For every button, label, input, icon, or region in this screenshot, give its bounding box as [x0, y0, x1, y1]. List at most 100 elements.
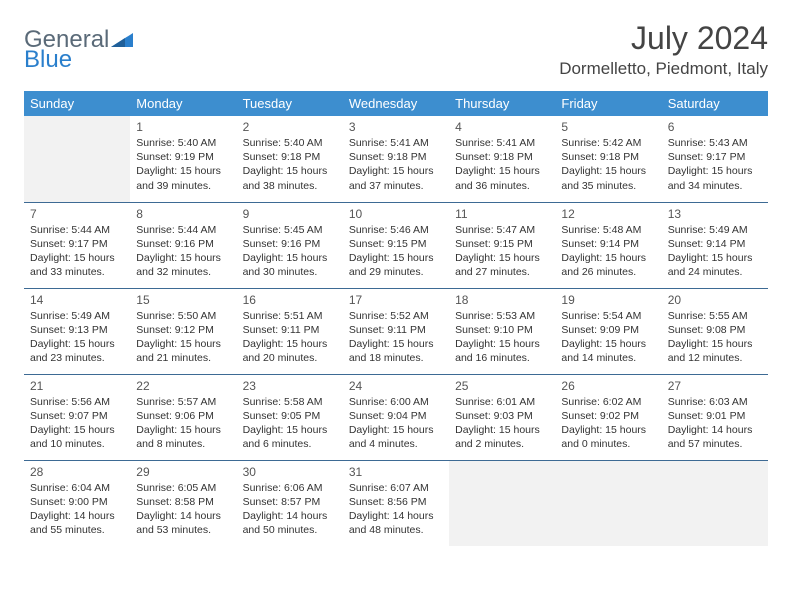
calendar-week-row: 28Sunrise: 6:04 AMSunset: 9:00 PMDayligh… [24, 460, 768, 546]
calendar-cell: 19 Sunrise: 5:54 AMSunset: 9:09 PMDayligh… [555, 288, 661, 374]
calendar-week-row: 21 Sunrise: 5:56 AMSunset: 9:07 PMDayligh… [24, 374, 768, 460]
weekday-row: SundayMondayTuesdayWednesdayThursdayFrid… [24, 91, 768, 116]
month-title: July 2024 [559, 20, 768, 57]
calendar-cell: 2Sunrise: 5:40 AMSunset: 9:18 PMDaylight… [237, 116, 343, 202]
day-number: 15 [136, 293, 230, 307]
calendar-cell: 17 Sunrise: 5:52 AMSunset: 9:11 PMDayligh… [343, 288, 449, 374]
day-number: 28 [30, 465, 124, 479]
calendar-cell: 12 Sunrise: 5:48 AMSunset: 9:14 PMDayligh… [555, 202, 661, 288]
day-details: Sunrise: 5:44 AMSunset: 9:17 PMDaylight:… [30, 223, 124, 280]
brand-triangle-icon [111, 31, 133, 49]
calendar-cell: 21 Sunrise: 5:56 AMSunset: 9:07 PMDayligh… [24, 374, 130, 460]
day-number: 7 [30, 207, 124, 221]
day-number: 14 [30, 293, 124, 307]
day-details: Sunrise: 5:55 AMSunset: 9:08 PMDaylight:… [668, 309, 762, 366]
day-details: Sunrise: 5:58 AMSunset: 9:05 PMDaylight:… [243, 395, 337, 452]
day-number: 9 [243, 207, 337, 221]
calendar-cell: 28Sunrise: 6:04 AMSunset: 9:00 PMDayligh… [24, 460, 130, 546]
day-details: Sunrise: 6:07 AMSunset: 8:56 PMDaylight:… [349, 481, 443, 538]
day-number: 4 [455, 120, 549, 134]
day-number: 1 [136, 120, 230, 134]
calendar-cell: 26 Sunrise: 6:02 AMSunset: 9:02 PMDayligh… [555, 374, 661, 460]
weekday-header: Sunday [24, 91, 130, 116]
calendar-cell: 31 Sunrise: 6:07 AMSunset: 8:56 PMDayligh… [343, 460, 449, 546]
day-number: 20 [668, 293, 762, 307]
day-number: 31 [349, 465, 443, 479]
header-row: General July 2024 Dormelletto, Piedmont,… [24, 20, 768, 87]
day-details: Sunrise: 5:46 AMSunset: 9:15 PMDaylight:… [349, 223, 443, 280]
calendar-cell: 24Sunrise: 6:00 AMSunset: 9:04 PMDayligh… [343, 374, 449, 460]
calendar-week-row: 14 Sunrise: 5:49 AMSunset: 9:13 PMDayligh… [24, 288, 768, 374]
day-number: 10 [349, 207, 443, 221]
day-number: 17 [349, 293, 443, 307]
day-details: Sunrise: 5:50 AMSunset: 9:12 PMDaylight:… [136, 309, 230, 366]
calendar-cell: 16Sunrise: 5:51 AMSunset: 9:11 PMDayligh… [237, 288, 343, 374]
day-number: 26 [561, 379, 655, 393]
calendar-cell: 15 Sunrise: 5:50 AMSunset: 9:12 PMDayligh… [130, 288, 236, 374]
day-details: Sunrise: 5:40 AMSunset: 9:19 PMDaylight:… [136, 136, 230, 193]
day-number: 25 [455, 379, 549, 393]
day-details: Sunrise: 5:49 AMSunset: 9:13 PMDaylight:… [30, 309, 124, 366]
weekday-header: Tuesday [237, 91, 343, 116]
day-number: 23 [243, 379, 337, 393]
weekday-header: Thursday [449, 91, 555, 116]
day-number: 13 [668, 207, 762, 221]
weekday-header: Monday [130, 91, 236, 116]
calendar-table: SundayMondayTuesdayWednesdayThursdayFrid… [24, 91, 768, 546]
day-details: Sunrise: 5:52 AMSunset: 9:11 PMDaylight:… [349, 309, 443, 366]
location-subtitle: Dormelletto, Piedmont, Italy [559, 59, 768, 79]
day-number: 27 [668, 379, 762, 393]
day-details: Sunrise: 5:44 AMSunset: 9:16 PMDaylight:… [136, 223, 230, 280]
calendar-cell: 25 Sunrise: 6:01 AMSunset: 9:03 PMDayligh… [449, 374, 555, 460]
day-details: Sunrise: 5:53 AMSunset: 9:10 PMDaylight:… [455, 309, 549, 366]
day-number: 30 [243, 465, 337, 479]
calendar-cell: 10 Sunrise: 5:46 AMSunset: 9:15 PMDayligh… [343, 202, 449, 288]
calendar-week-row: 7 Sunrise: 5:44 AMSunset: 9:17 PMDaylight… [24, 202, 768, 288]
calendar-cell: 3Sunrise: 5:41 AMSunset: 9:18 PMDaylight… [343, 116, 449, 202]
day-number: 19 [561, 293, 655, 307]
brand-part2-wrap: Blue [24, 46, 72, 74]
day-details: Sunrise: 5:54 AMSunset: 9:09 PMDaylight:… [561, 309, 655, 366]
calendar-week-row: 1 Sunrise: 5:40 AMSunset: 9:19 PMDaylight… [24, 116, 768, 202]
title-block: July 2024 Dormelletto, Piedmont, Italy [559, 20, 768, 87]
day-details: Sunrise: 5:49 AMSunset: 9:14 PMDaylight:… [668, 223, 762, 280]
calendar-cell: 5Sunrise: 5:42 AMSunset: 9:18 PMDaylight… [555, 116, 661, 202]
calendar-cell: 29Sunrise: 6:05 AMSunset: 8:58 PMDayligh… [130, 460, 236, 546]
day-number: 22 [136, 379, 230, 393]
day-number: 2 [243, 120, 337, 134]
calendar-cell: 4 Sunrise: 5:41 AMSunset: 9:18 PMDaylight… [449, 116, 555, 202]
calendar-cell-empty [662, 460, 768, 546]
calendar-cell: 23 Sunrise: 5:58 AMSunset: 9:05 PMDayligh… [237, 374, 343, 460]
day-details: Sunrise: 6:01 AMSunset: 9:03 PMDaylight:… [455, 395, 549, 452]
calendar-cell: 30Sunrise: 6:06 AMSunset: 8:57 PMDayligh… [237, 460, 343, 546]
calendar-cell: 1 Sunrise: 5:40 AMSunset: 9:19 PMDaylight… [130, 116, 236, 202]
brand-part2: Blue [24, 46, 72, 73]
day-details: Sunrise: 5:43 AMSunset: 9:17 PMDaylight:… [668, 136, 762, 193]
weekday-header: Saturday [662, 91, 768, 116]
calendar-cell: 11 Sunrise: 5:47 AMSunset: 9:15 PMDayligh… [449, 202, 555, 288]
day-details: Sunrise: 5:48 AMSunset: 9:14 PMDaylight:… [561, 223, 655, 280]
day-details: Sunrise: 5:45 AMSunset: 9:16 PMDaylight:… [243, 223, 337, 280]
day-number: 3 [349, 120, 443, 134]
day-details: Sunrise: 6:02 AMSunset: 9:02 PMDaylight:… [561, 395, 655, 452]
calendar-cell: 9 Sunrise: 5:45 AMSunset: 9:16 PMDaylight… [237, 202, 343, 288]
weekday-header: Friday [555, 91, 661, 116]
calendar-cell: 27Sunrise: 6:03 AMSunset: 9:01 PMDayligh… [662, 374, 768, 460]
day-number: 8 [136, 207, 230, 221]
calendar-cell-empty [555, 460, 661, 546]
day-number: 11 [455, 207, 549, 221]
weekday-header: Wednesday [343, 91, 449, 116]
calendar-cell: 20 Sunrise: 5:55 AMSunset: 9:08 PMDayligh… [662, 288, 768, 374]
calendar-header: SundayMondayTuesdayWednesdayThursdayFrid… [24, 91, 768, 116]
day-details: Sunrise: 5:41 AMSunset: 9:18 PMDaylight:… [455, 136, 549, 193]
day-number: 29 [136, 465, 230, 479]
calendar-page: General July 2024 Dormelletto, Piedmont,… [0, 0, 792, 566]
day-number: 21 [30, 379, 124, 393]
day-details: Sunrise: 5:47 AMSunset: 9:15 PMDaylight:… [455, 223, 549, 280]
day-details: Sunrise: 5:56 AMSunset: 9:07 PMDaylight:… [30, 395, 124, 452]
day-number: 12 [561, 207, 655, 221]
day-number: 6 [668, 120, 762, 134]
calendar-cell: 18Sunrise: 5:53 AMSunset: 9:10 PMDayligh… [449, 288, 555, 374]
calendar-cell: 22Sunrise: 5:57 AMSunset: 9:06 PMDayligh… [130, 374, 236, 460]
calendar-cell: 14 Sunrise: 5:49 AMSunset: 9:13 PMDayligh… [24, 288, 130, 374]
